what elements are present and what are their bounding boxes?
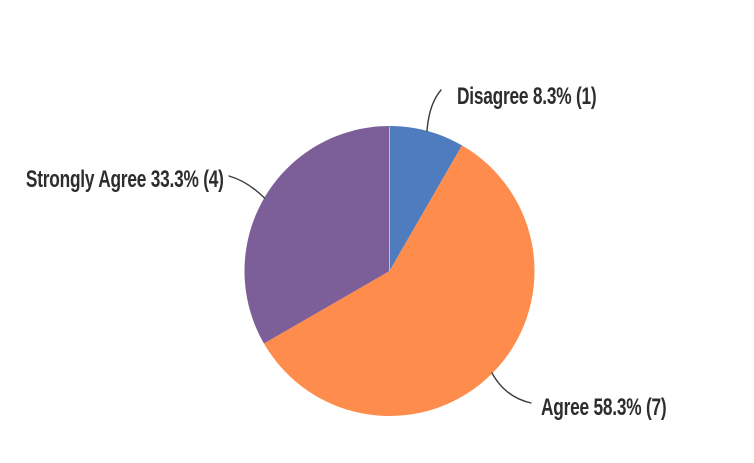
pie-slices <box>244 126 535 417</box>
pie-slice-agree[interactable] <box>263 145 535 417</box>
pie-slice-disagree[interactable] <box>389 126 463 271</box>
pie-label-strongly-agree: Strongly Agree 33.3% (4) <box>26 166 224 193</box>
leader-line-strongly-agree <box>228 175 266 199</box>
leader-line-disagree <box>426 89 442 132</box>
pie-label-agree: Agree 58.3% (7) <box>541 394 667 421</box>
pie-label-disagree: Disagree 8.3% (1) <box>457 83 597 110</box>
leader-line-agree <box>491 372 532 404</box>
pie-slice-strongly-agree[interactable] <box>244 126 390 344</box>
